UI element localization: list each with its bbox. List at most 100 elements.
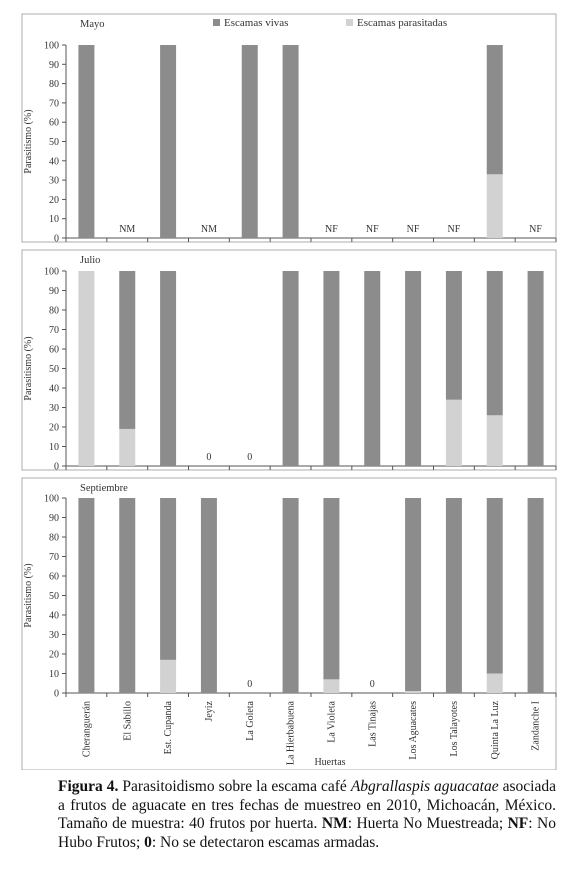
bar-live — [78, 45, 95, 238]
bar-annotation: NF — [448, 224, 461, 235]
bar-live — [405, 271, 422, 466]
bar-live — [119, 271, 136, 429]
caption-text-b: asociada a frutos de aguacate en tres fe… — [58, 778, 556, 832]
x-category-label: Jeyiz — [204, 700, 215, 721]
legend-label-parasitized: Escamas parasitadas — [357, 17, 447, 29]
bar-live — [486, 271, 503, 416]
bar-live — [486, 45, 503, 175]
caption-label: Figura 4. — [58, 778, 119, 795]
bar-live — [282, 271, 299, 466]
panel-title: Julio — [80, 255, 100, 266]
caption-species: Abgrallaspis aguacatae — [350, 778, 499, 795]
bar-live — [445, 498, 462, 693]
bar-annotation: NM — [201, 224, 217, 235]
y-tick-label: 60 — [49, 118, 59, 129]
y-tick-label: 80 — [49, 79, 59, 90]
x-category-label: Quinta La Luz — [490, 700, 501, 759]
bar-parasitized — [323, 679, 340, 693]
y-tick-label: 10 — [49, 214, 59, 225]
bar-parasitized — [486, 673, 503, 693]
y-tick-label: 70 — [49, 98, 59, 109]
y-tick-label: 30 — [49, 403, 59, 414]
bar-parasitized — [405, 691, 422, 693]
y-tick-label: 30 — [49, 176, 59, 187]
bar-parasitized — [119, 428, 136, 466]
y-tick-label: 60 — [49, 345, 59, 356]
bar-live — [200, 498, 217, 693]
bar-live — [445, 271, 462, 400]
x-axis-title: Huertas — [314, 757, 345, 768]
figure-caption: Figura 4. Parasitoidismo sobre la escama… — [58, 778, 556, 852]
legend-label-live: Escamas vivas — [224, 17, 288, 29]
caption-text-a: Parasitoidismo sobre la escama café — [118, 778, 351, 795]
bar-annotation: 0 — [247, 679, 252, 690]
panel-mayo: 0 10 20 30 40 50 60 70 80 90 100 Parasitismo (%) May… — [21, 13, 557, 245]
bar-annotation: NM — [119, 224, 135, 235]
y-tick-label: 100 — [44, 494, 59, 505]
bar-parasitized — [160, 659, 177, 693]
bar-annotation: NF — [366, 224, 379, 235]
bar-annotation: 0 — [247, 452, 252, 463]
panel-frame — [21, 249, 557, 471]
panel-frame — [21, 13, 557, 243]
bar-live — [282, 498, 299, 693]
bar-annotation: NF — [529, 224, 542, 235]
legend-swatch-parasitized — [346, 19, 353, 26]
caption-zero-text: : No se detectaron escamas armadas. — [151, 833, 380, 851]
y-tick-label: 0 — [54, 234, 59, 245]
y-tick-label: 20 — [49, 195, 59, 206]
parasitism-figure: Escamas vivas Escamas parasitadas 0 10 20 3… — [21, 13, 557, 770]
panel-frame — [21, 477, 557, 770]
y-tick-label: 100 — [44, 41, 59, 52]
bar-live — [486, 498, 503, 674]
bar-live — [527, 271, 544, 466]
bar-live — [323, 498, 340, 680]
bar-live — [241, 45, 258, 238]
y-tick-label: 70 — [49, 325, 59, 336]
caption-nm-text: : Huerta No Muestreada; — [347, 815, 508, 832]
y-tick-label: 0 — [54, 462, 59, 473]
y-tick-label: 90 — [49, 513, 59, 524]
panel-title: Mayo — [80, 19, 105, 30]
y-tick-label: 50 — [49, 591, 59, 602]
bar-live — [160, 498, 177, 660]
bar-live — [527, 498, 544, 693]
y-tick-label: 90 — [49, 60, 59, 71]
bar-annotation: NF — [325, 224, 338, 235]
y-axis-title: Parasitismo (%) — [23, 336, 34, 400]
y-tick-label: 90 — [49, 286, 59, 297]
x-category-label: La Violeta — [326, 700, 337, 742]
x-category-label: Los Aguacates — [408, 701, 419, 760]
bar-live — [160, 45, 177, 238]
panel-title: Septiembre — [80, 483, 128, 494]
y-axis-title: Parasitismo (%) — [23, 563, 34, 627]
caption-nm-label: NM — [321, 815, 348, 832]
caption-zero-label: 0 — [144, 833, 152, 851]
bar-parasitized — [78, 271, 95, 466]
bar-live — [282, 45, 299, 238]
bar-live — [364, 271, 381, 466]
panel-septiembre: 0 10 20 30 40 50 60 70 80 90 100 Parasitismo (%) Sep… — [21, 477, 557, 770]
caption-nf-text: : No Hubo Frutos; — [58, 815, 556, 851]
bar-live — [78, 498, 95, 693]
bar-live — [119, 498, 136, 693]
x-category-label: Cheranguerán — [81, 701, 92, 757]
y-tick-label: 40 — [49, 611, 59, 622]
y-tick-label: 70 — [49, 552, 59, 563]
y-tick-label: 80 — [49, 306, 59, 317]
bar-live — [160, 271, 177, 466]
x-category-label: Los Talayotes — [449, 701, 460, 757]
caption-nf-label: NF — [507, 815, 529, 832]
y-tick-label: 40 — [49, 384, 59, 395]
y-axis-title: Parasitismo (%) — [23, 109, 34, 173]
y-tick-label: 10 — [49, 442, 59, 453]
legend-swatch-live — [213, 19, 220, 26]
x-category-label: Zandanche I — [531, 701, 542, 751]
x-category-label: Las Tinajas — [367, 701, 378, 747]
bar-parasitized — [486, 415, 503, 466]
y-tick-label: 80 — [49, 533, 59, 544]
y-tick-label: 50 — [49, 364, 59, 375]
x-category-label: La Goleta — [245, 700, 256, 740]
y-tick-label: 50 — [49, 137, 59, 148]
